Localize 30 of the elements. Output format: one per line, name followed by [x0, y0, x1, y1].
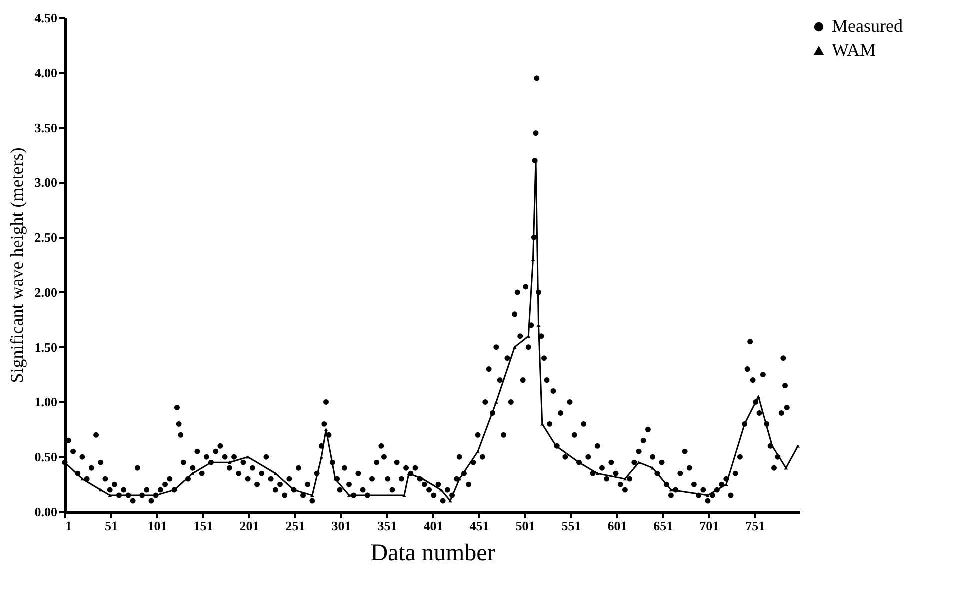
- x-tick-label: 751: [746, 518, 766, 534]
- y-tick-label: 1.00: [34, 394, 58, 410]
- x-axis-title: Data number: [370, 540, 496, 566]
- x-tick-label: 1: [66, 518, 72, 534]
- x-tick-label: 301: [332, 518, 352, 534]
- x-tick-label: 601: [608, 518, 628, 534]
- x-tick-label: 151: [194, 518, 214, 534]
- y-tick-label: 0.50: [34, 450, 58, 465]
- x-tick-label: 251: [286, 518, 306, 534]
- x-tick-label: 101: [148, 518, 168, 534]
- y-tick-label: 1.50: [34, 340, 58, 355]
- y-tick-label: 0.00: [34, 504, 58, 520]
- y-tick-label: 3.50: [34, 120, 58, 136]
- y-tick-label: 2.00: [34, 284, 58, 300]
- y-tick-label: 2.50: [34, 230, 58, 246]
- x-tick-label: 201: [240, 518, 260, 534]
- x-tick-label: 651: [654, 518, 674, 534]
- y-tick-label: 3.00: [34, 175, 58, 190]
- y-tick-label: 4.00: [34, 65, 58, 80]
- x-tick-label: 501: [516, 518, 536, 534]
- y-tick-label: 4.50: [34, 10, 58, 26]
- legend-label: WAM: [832, 40, 876, 60]
- x-tick-label: 451: [470, 518, 490, 534]
- x-tick-label: 551: [562, 518, 582, 534]
- x-tick-label: 401: [424, 518, 444, 534]
- x-tick-label: 701: [700, 518, 720, 534]
- y-axis-title: Significant wave height (meters): [6, 148, 27, 384]
- x-tick-label: 51: [104, 518, 118, 534]
- legend-label: Measured: [832, 16, 903, 36]
- x-tick-label: 351: [378, 518, 398, 534]
